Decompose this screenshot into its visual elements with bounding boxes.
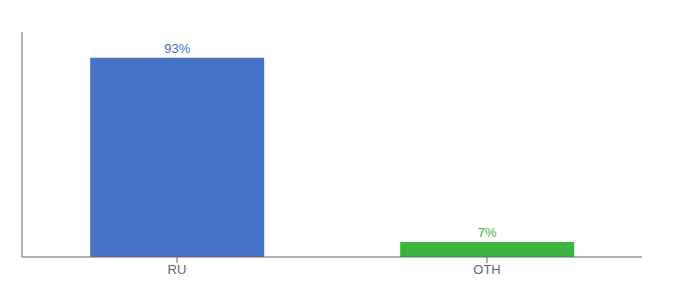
svg-text:RU: RU [168, 262, 187, 277]
svg-text:7%: 7% [478, 225, 497, 240]
svg-text:93%: 93% [164, 41, 190, 56]
svg-text:OTH: OTH [473, 262, 500, 277]
